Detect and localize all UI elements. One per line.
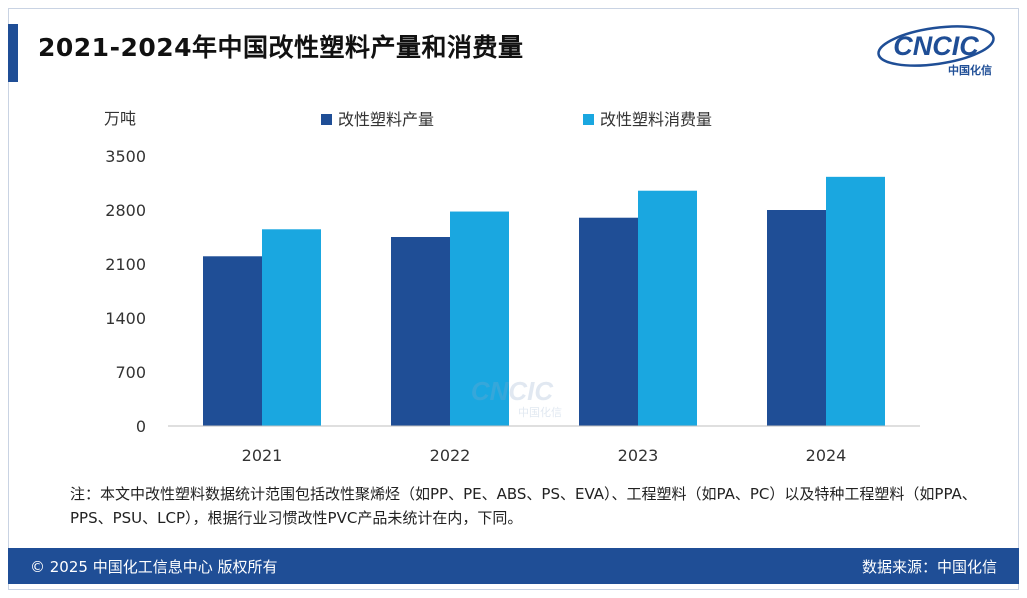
chart-note: 注：本文中改性塑料数据统计范围包括改性聚烯烃（如PP、PE、ABS、PS、EVA… — [70, 485, 977, 527]
y-tick-label: 0 — [136, 417, 146, 436]
bar-consumption-2021 — [262, 229, 321, 426]
page-title: 2021-2024年中国改性塑料产量和消费量 — [38, 33, 524, 62]
bar-production-2024 — [767, 210, 826, 426]
x-tick-label: 2024 — [806, 446, 847, 465]
y-tick-label: 700 — [115, 363, 146, 382]
x-tick-label: 2022 — [430, 446, 471, 465]
y-axis-unit-label: 万吨 — [104, 109, 136, 128]
y-tick-label: 3500 — [105, 147, 146, 166]
watermark-subtext: 中国化信 — [518, 405, 562, 419]
footer-copyright: © 2025 中国化工信息中心 版权所有 — [30, 558, 278, 576]
y-tick-label: 1400 — [105, 309, 146, 328]
bars — [203, 176, 885, 426]
watermark-text: CNCIC — [471, 376, 555, 406]
bar-production-2021 — [203, 256, 262, 426]
x-axis-labels: 2021 2022 2023 2024 — [242, 446, 847, 465]
title-accent-bar — [8, 24, 18, 82]
bar-consumption-2024 — [826, 176, 885, 426]
cncic-logo: CNCIC 中国化信 — [877, 25, 995, 77]
x-tick-label: 2023 — [618, 446, 659, 465]
y-axis-ticks: 0 700 1400 2100 2800 3500 — [105, 147, 146, 436]
bar-production-2022 — [391, 237, 450, 426]
legend-swatch-consumption — [583, 114, 594, 125]
y-tick-label: 2100 — [105, 255, 146, 274]
logo-orbit — [877, 25, 995, 67]
footer: © 2025 中国化工信息中心 版权所有 数据来源：中国化信 — [8, 548, 1019, 584]
logo-subtext: 中国化信 — [948, 63, 992, 77]
legend-label-production: 改性塑料产量 — [338, 110, 434, 129]
bar-consumption-2022 — [450, 211, 509, 426]
x-tick-label: 2021 — [242, 446, 283, 465]
bar-consumption-2023 — [638, 190, 697, 426]
watermark: CNCIC 中国化信 — [471, 376, 562, 419]
legend: 改性塑料产量 改性塑料消费量 — [321, 110, 712, 129]
y-tick-label: 2800 — [105, 201, 146, 220]
logo-text: CNCIC — [893, 31, 979, 61]
legend-label-consumption: 改性塑料消费量 — [600, 110, 712, 129]
footer-source: 数据来源：中国化信 — [861, 558, 997, 576]
legend-swatch-production — [321, 114, 332, 125]
bar-production-2023 — [579, 217, 638, 426]
